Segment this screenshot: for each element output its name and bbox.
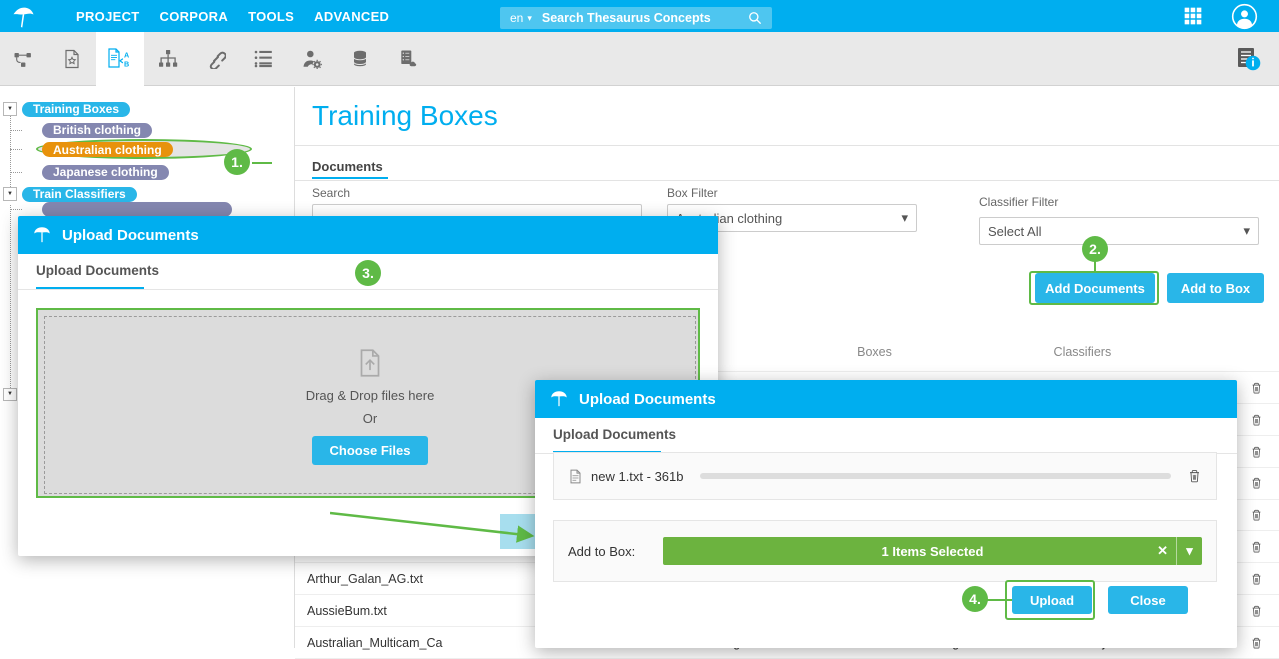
svg-text:A: A bbox=[124, 50, 129, 59]
svg-text:B: B bbox=[124, 59, 129, 68]
